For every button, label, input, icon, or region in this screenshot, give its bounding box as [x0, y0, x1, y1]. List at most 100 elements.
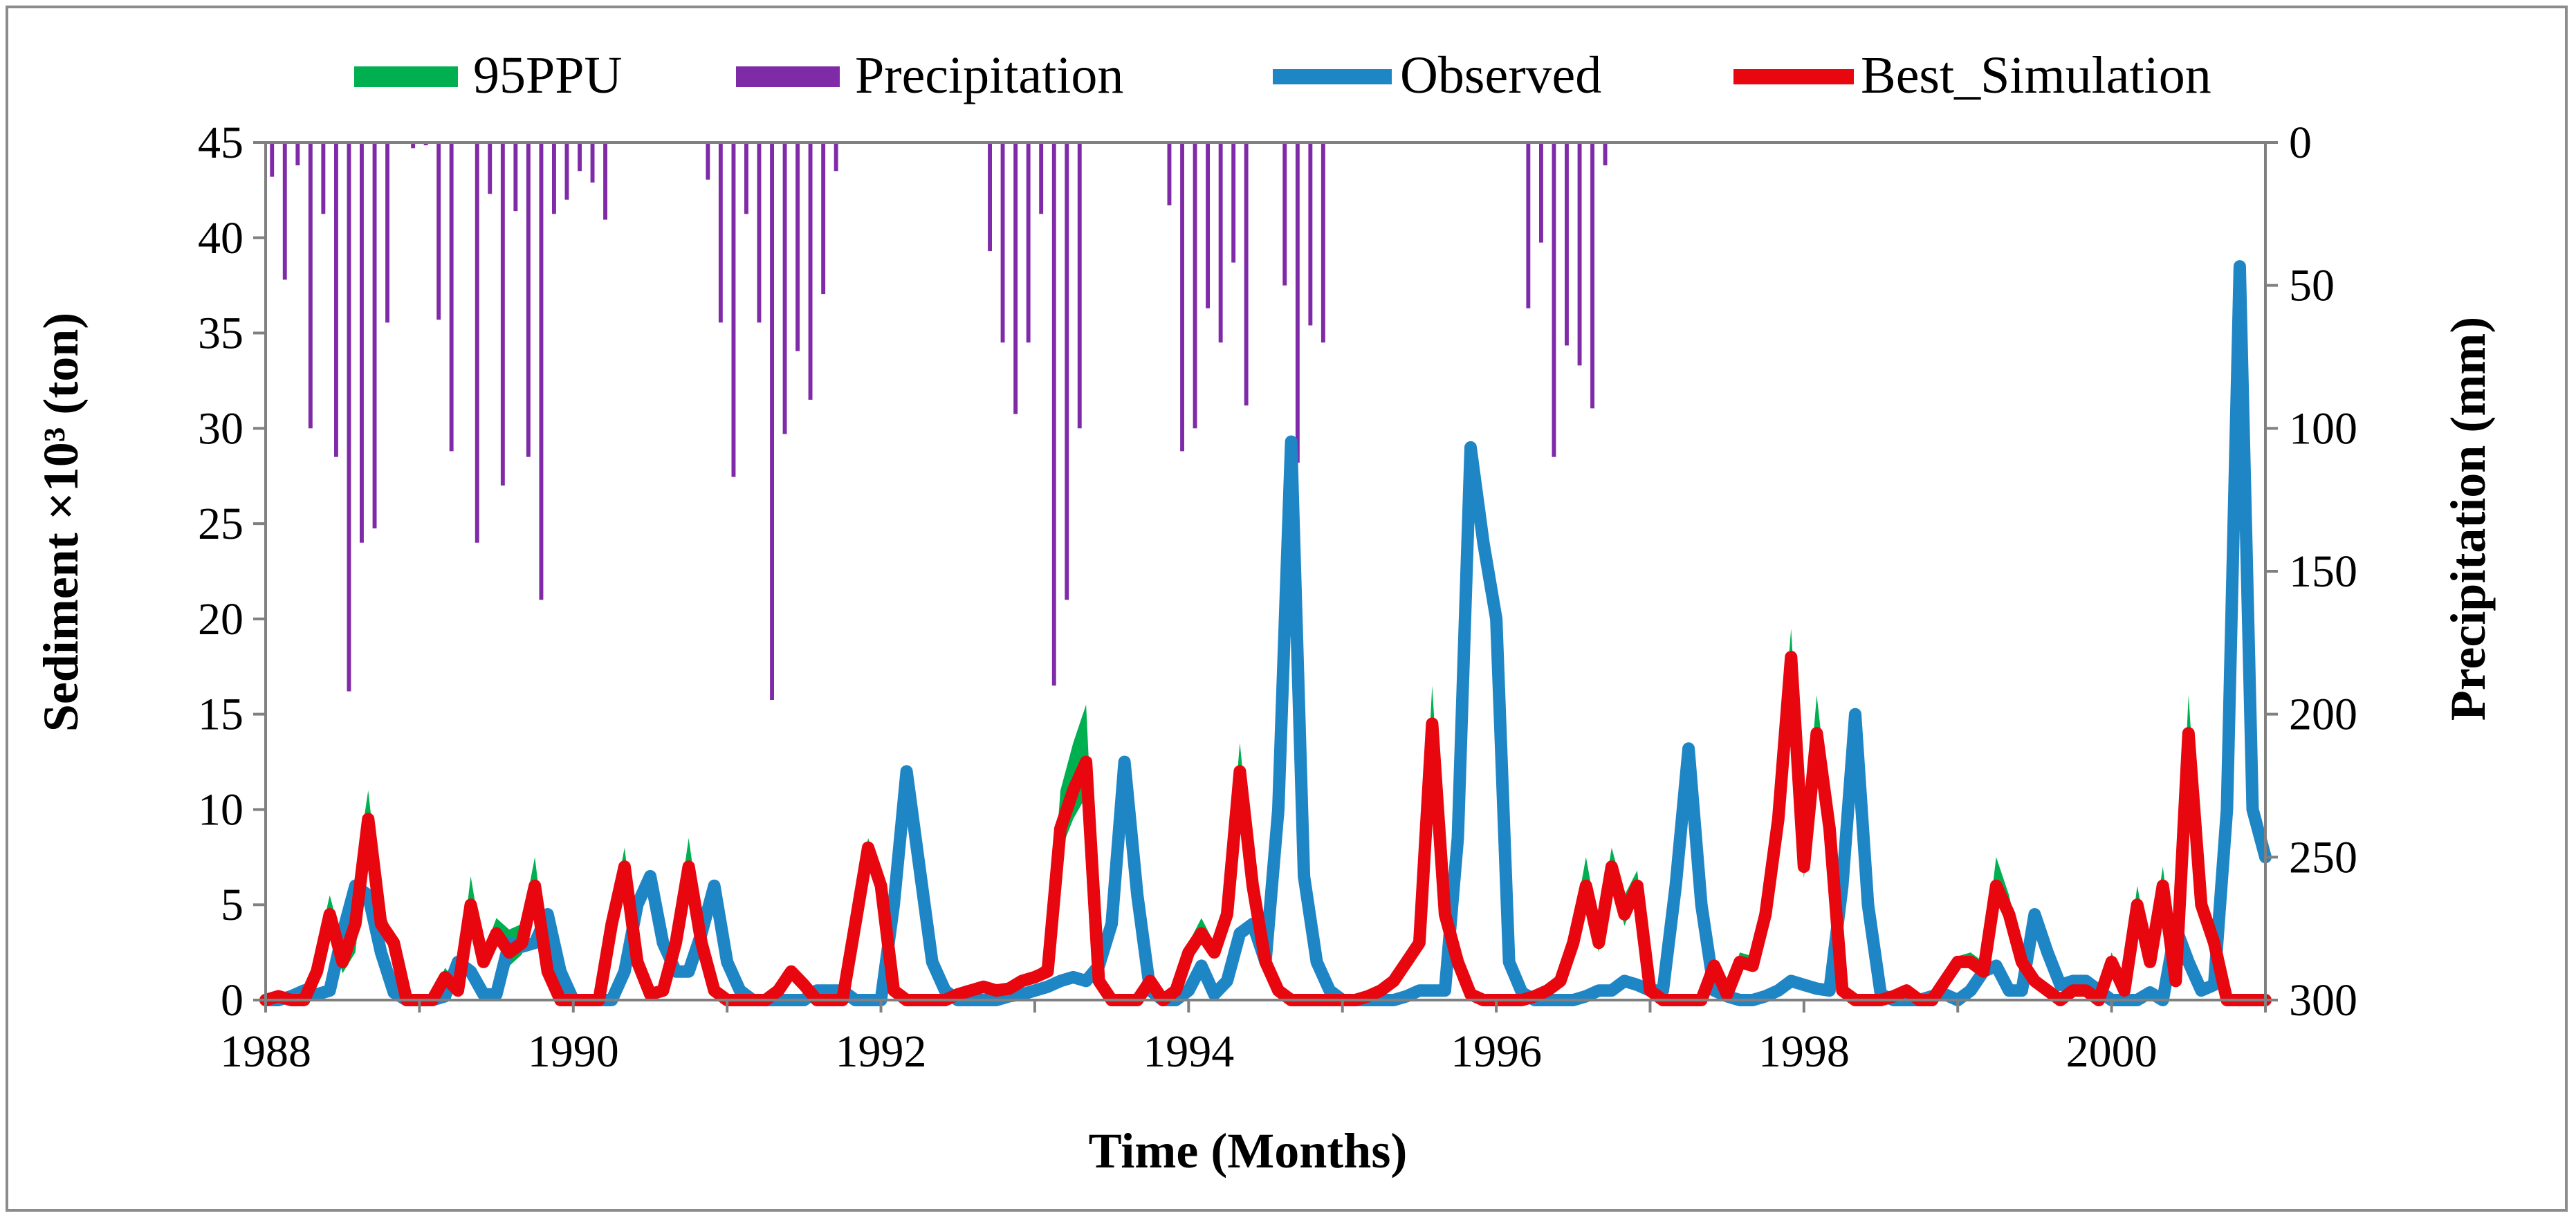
- best-simulation-point: [277, 995, 279, 997]
- best-simulation-point: [1457, 961, 1459, 963]
- best-simulation-point: [316, 970, 318, 972]
- best-simulation-point: [1418, 942, 1420, 944]
- observed-point: [483, 993, 484, 995]
- best-simulation-point: [957, 993, 959, 995]
- observed-point: [1765, 995, 1767, 997]
- observed-point: [2226, 808, 2228, 811]
- left-tick-label: 20: [198, 594, 243, 645]
- legend-ppu-swatch: [354, 66, 458, 87]
- best-simulation-point: [803, 984, 805, 986]
- best-simulation-point: [1226, 914, 1228, 915]
- observed-point: [688, 970, 690, 972]
- precip-bar: [1026, 142, 1031, 343]
- best-simulation-point: [688, 866, 690, 868]
- observed-point: [2200, 990, 2202, 992]
- observed-point: [2187, 961, 2189, 963]
- best-simulation-point: [1431, 723, 1433, 725]
- precip-bar: [1231, 142, 1236, 263]
- best-simulation-point: [1995, 885, 1997, 887]
- precip-bar: [1051, 142, 1056, 686]
- chart-frame: 95PPU Precipitation Observed Best_Simula…: [6, 6, 2568, 1212]
- observed-point: [342, 932, 344, 934]
- observed-point: [1213, 993, 1215, 995]
- precip-bar: [1603, 142, 1608, 166]
- observed-point: [1329, 990, 1331, 992]
- best-simulation-point: [1264, 961, 1267, 963]
- observed-point: [1828, 990, 1830, 992]
- best-simulation-point: [1470, 993, 1471, 995]
- best-simulation-point: [393, 942, 395, 944]
- best-simulation-point: [1060, 828, 1061, 829]
- precip-bar: [564, 142, 569, 200]
- observed-point: [2252, 808, 2254, 811]
- observed-point: [1200, 965, 1202, 967]
- best-simulation-point: [1841, 990, 1843, 992]
- best-simulation-point: [1777, 818, 1779, 820]
- best-simulation-point: [1623, 914, 1626, 915]
- observed-point: [905, 770, 908, 773]
- observed-point: [623, 970, 625, 972]
- best-simulation-point: [2124, 990, 2126, 992]
- precip-bar: [1039, 142, 1044, 214]
- best-simulation-point: [470, 904, 472, 906]
- left-axis-title: Sediment ×10³ (ton): [33, 313, 89, 732]
- best-simulation-point: [675, 942, 677, 944]
- observed-point: [1047, 986, 1049, 988]
- best-simulation-point: [1944, 980, 1946, 982]
- best-simulation-point: [713, 990, 715, 992]
- best-simulation-point: [1021, 980, 1023, 982]
- precip-bar: [1193, 142, 1197, 429]
- observed-point: [1239, 932, 1241, 934]
- best-simulation-point: [1765, 914, 1767, 915]
- legend-precipitation-label: Precipitation: [855, 46, 1123, 104]
- observed-point: [1278, 808, 1279, 811]
- observed-point: [1944, 993, 1946, 995]
- best-simulation-point: [880, 885, 882, 887]
- best-simulation-point: [1213, 952, 1215, 954]
- observed-point: [1418, 990, 1420, 992]
- precip-bar: [552, 142, 556, 214]
- right-tick-label: 150: [2289, 546, 2357, 597]
- observed-point: [1713, 990, 1715, 992]
- observed-point: [1431, 990, 1433, 992]
- best-simulation-point: [1893, 995, 1895, 997]
- best-simulation-point: [867, 847, 869, 849]
- observed-series: [259, 260, 2272, 1006]
- observed-point: [2238, 266, 2241, 268]
- observed-point: [1855, 713, 1856, 715]
- observed-point: [2008, 990, 2010, 992]
- observed-point: [380, 952, 382, 954]
- best-simulation-point: [1200, 932, 1202, 934]
- observed-point: [470, 970, 472, 972]
- right-tick-label: 200: [2289, 690, 2357, 740]
- precip-bar: [411, 142, 416, 149]
- observed-point: [1816, 988, 1818, 990]
- observed-point: [1675, 885, 1677, 887]
- precip-bar: [436, 142, 441, 320]
- precip-bar: [757, 142, 762, 323]
- best-simulation-point: [1906, 990, 1908, 992]
- best-simulation-series: [259, 651, 2272, 1006]
- best-simulation-point: [2162, 885, 2164, 887]
- precip-bar: [1577, 142, 1582, 366]
- precip-bar: [526, 142, 531, 457]
- observed-point: [1021, 993, 1023, 995]
- observed-point: [1111, 923, 1113, 925]
- observed-point: [2021, 990, 2023, 992]
- precip-bar: [488, 142, 493, 194]
- precip-bar: [1180, 142, 1184, 452]
- observed-point: [1623, 980, 1626, 982]
- precip-bar: [539, 142, 544, 600]
- observed-point: [444, 995, 446, 997]
- observed-point: [1521, 992, 1523, 993]
- best-simulation-point: [457, 990, 459, 992]
- x-axis-title: Time (Months): [1089, 1123, 1408, 1179]
- precip-bar: [385, 142, 389, 323]
- best-simulation-point: [2047, 990, 2048, 992]
- best-simulation-point: [1406, 961, 1408, 963]
- left-tick-label: 45: [198, 118, 243, 168]
- best-simulation-point: [1649, 990, 1651, 992]
- best-simulation-point: [893, 990, 895, 992]
- observed-point: [1700, 904, 1702, 906]
- best-simulation-point: [1175, 990, 1177, 992]
